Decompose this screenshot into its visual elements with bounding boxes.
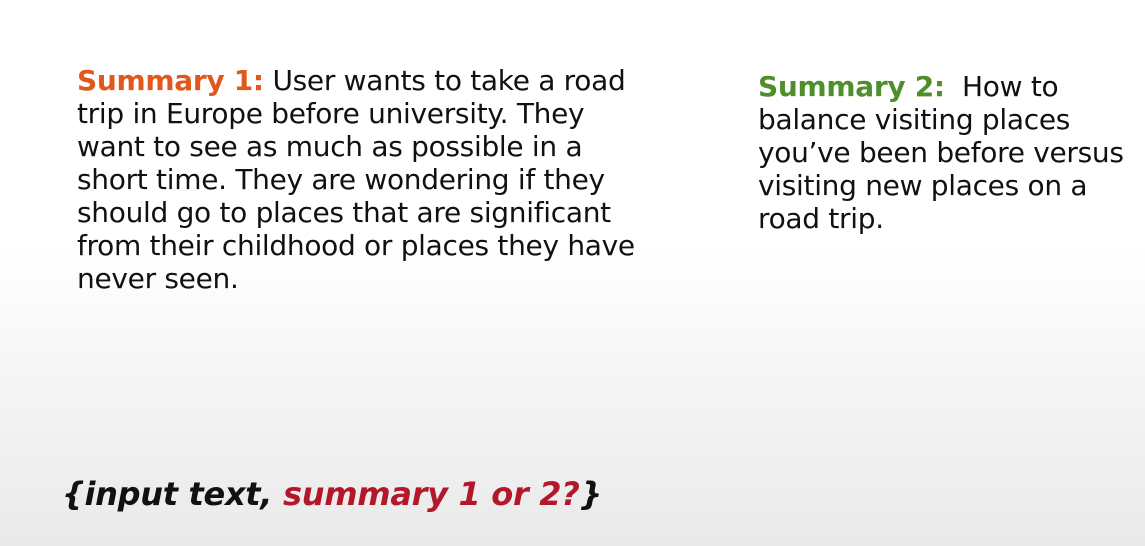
summary-1-text: User wants to take a road trip in Europe… xyxy=(77,64,635,295)
prompt-line: {input text, summary 1 or 2?} xyxy=(62,475,602,513)
summary-2-label: Summary 2: xyxy=(758,70,945,103)
summary-1-block: Summary 1: User wants to take a road tri… xyxy=(77,64,657,295)
prompt-close: } xyxy=(579,475,603,513)
prompt-highlight: summary 1 or 2? xyxy=(283,475,580,513)
summary-1-label: Summary 1: xyxy=(77,64,264,97)
prompt-open: {input text, xyxy=(62,475,283,513)
summary-2-text: How to balance visiting places you’ve be… xyxy=(758,70,1133,235)
summary-2-block: Summary 2: How to balance visiting place… xyxy=(758,70,1138,235)
